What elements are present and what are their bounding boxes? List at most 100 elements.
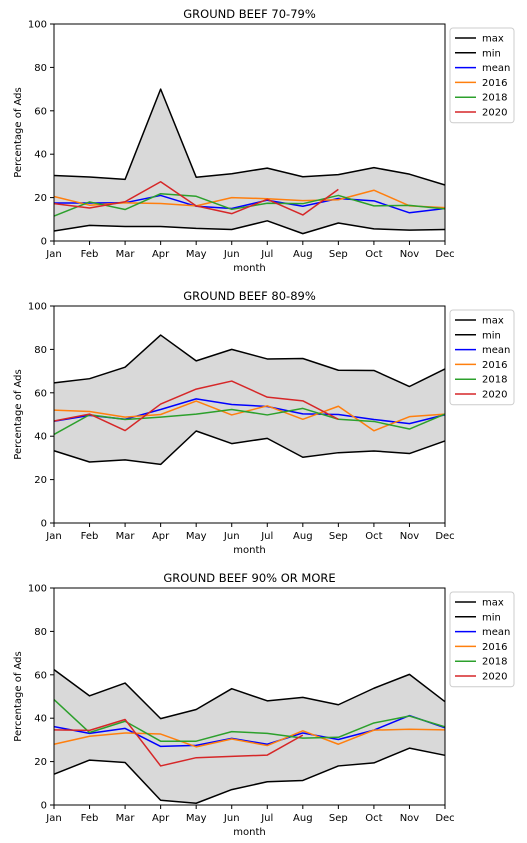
legend-label-mean: mean [482, 63, 510, 74]
x-tick-label: Sep [329, 813, 348, 824]
y-tick-label: 20 [34, 475, 47, 486]
series-line-min [53, 747, 446, 805]
y-tick-label: 20 [34, 193, 47, 204]
x-tick-label: Mar [116, 531, 136, 542]
legend-label-max: max [482, 34, 504, 45]
legend-label-mean: mean [482, 627, 510, 638]
x-tick-label: Mar [116, 813, 136, 824]
x-tick-label: Jun [223, 249, 240, 260]
y-tick-label: 80 [34, 627, 47, 638]
x-tick-label: Apr [152, 249, 170, 260]
x-tick-label: Mar [116, 249, 136, 260]
legend-box [449, 27, 515, 124]
x-axis-label: month [233, 263, 265, 274]
chart-title: GROUND BEEF 90% OR MORE [163, 571, 335, 585]
x-tick-label: Jun [223, 531, 240, 542]
legend-label-max: max [482, 598, 504, 609]
legend-box [449, 591, 515, 688]
legend-label-2020: 2020 [482, 108, 507, 119]
x-tick-label: Dec [435, 531, 454, 542]
legend-label-2018: 2018 [482, 375, 507, 386]
x-tick-label: Feb [81, 813, 99, 824]
x-tick-label: Nov [400, 249, 420, 260]
series-line-min [53, 430, 446, 466]
x-tick-label: Feb [81, 531, 99, 542]
x-tick-label: Feb [81, 249, 99, 260]
y-tick-label: 100 [28, 20, 47, 31]
x-tick-label: Dec [435, 249, 454, 260]
max-min-band [54, 89, 445, 234]
y-tick-label: 40 [34, 432, 47, 443]
legend-label-min: min [482, 612, 501, 623]
plot-frame [53, 587, 446, 806]
chart-title: GROUND BEEF 70-79% [183, 7, 316, 21]
y-tick-label: 80 [34, 345, 47, 356]
legend-label-2016: 2016 [482, 360, 507, 371]
series-line-2018 [53, 407, 446, 436]
x-tick-label: Jan [45, 531, 61, 542]
plot-frame [53, 305, 446, 524]
legend-label-2018: 2018 [482, 657, 507, 668]
chart-panel-3: Jan Feb Mar Apr May Jun Jul Aug Sep Oct Nov Dec 0 20 4… [13, 571, 515, 838]
legend: max min mean 2016 2018 2020 [449, 309, 515, 406]
y-tick-label: 60 [34, 106, 47, 117]
y-axis-label: Percentage of Ads [13, 369, 24, 459]
legend-label-2020: 2020 [482, 390, 507, 401]
y-tick-label: 40 [34, 150, 47, 161]
legend-label-min: min [482, 330, 501, 341]
legend: max min mean 2016 2018 2020 [449, 591, 515, 688]
y-tick-label: 0 [41, 519, 47, 530]
x-axis-label: month [233, 545, 265, 556]
y-axis-label: Percentage of Ads [13, 87, 24, 177]
series-line-min [53, 220, 446, 235]
x-tick-label: Jan [45, 813, 61, 824]
legend-label-2016: 2016 [482, 642, 507, 653]
x-tick-label: Apr [152, 531, 170, 542]
y-tick-label: 0 [41, 801, 47, 812]
y-tick-label: 60 [34, 670, 47, 681]
series-line-2016 [53, 400, 446, 432]
series-line-2020 [53, 718, 304, 767]
x-tick-label: Sep [329, 249, 348, 260]
legend-label-2018: 2018 [482, 93, 507, 104]
max-min-band [54, 669, 445, 804]
x-tick-label: Jan [45, 249, 61, 260]
x-tick-label: Dec [435, 813, 454, 824]
series-line-max [53, 88, 446, 186]
y-tick-label: 100 [28, 584, 47, 595]
x-tick-label: Apr [152, 813, 170, 824]
legend-box [449, 309, 515, 406]
plot-frame [53, 23, 446, 242]
y-tick-label: 60 [34, 388, 47, 399]
series-line-2018 [53, 698, 446, 742]
series-line-2020 [53, 181, 339, 216]
x-tick-label: Nov [400, 813, 420, 824]
x-tick-label: May [186, 249, 207, 260]
x-tick-label: Aug [293, 531, 313, 542]
y-tick-label: 100 [28, 302, 47, 313]
chart-panel-1: Jan Feb Mar Apr May Jun Jul Aug Sep Oct Nov Dec 0 20 4… [13, 7, 515, 274]
x-tick-label: Aug [293, 249, 313, 260]
x-tick-label: Oct [365, 531, 382, 542]
x-axis-label: month [233, 827, 265, 838]
chart-title: GROUND BEEF 80-89% [183, 289, 316, 303]
y-tick-label: 0 [41, 237, 47, 248]
y-tick-label: 40 [34, 714, 47, 725]
x-tick-label: Jun [223, 813, 240, 824]
y-axis-label: Percentage of Ads [13, 651, 24, 741]
x-tick-label: May [186, 813, 207, 824]
series-line-2020 [53, 380, 339, 432]
x-tick-label: Jul [260, 531, 273, 542]
series-line-mean [53, 714, 446, 748]
x-tick-label: Jul [260, 813, 273, 824]
legend-label-max: max [482, 316, 504, 327]
x-tick-label: Sep [329, 531, 348, 542]
y-tick-label: 80 [34, 63, 47, 74]
max-min-band [54, 335, 445, 465]
x-tick-label: May [186, 531, 207, 542]
x-tick-label: Aug [293, 813, 313, 824]
x-tick-label: Oct [365, 249, 382, 260]
chart-panel-2: Jan Feb Mar Apr May Jun Jul Aug Sep Oct Nov Dec 0 20 4… [13, 289, 515, 556]
x-tick-label: Jul [260, 249, 273, 260]
